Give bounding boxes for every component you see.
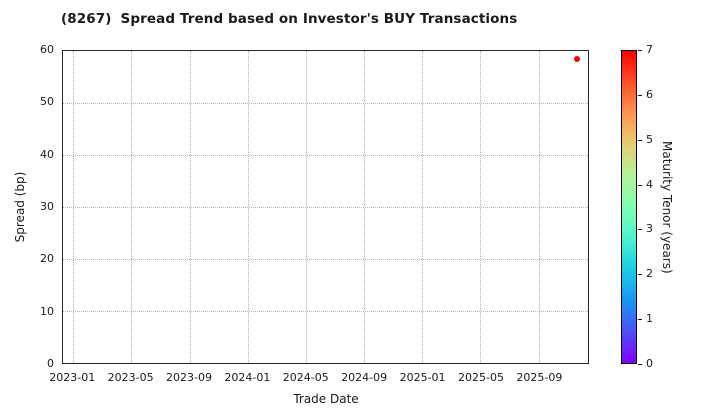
chart-title: (8267) Spread Trend based on Investor's B… xyxy=(61,11,517,27)
grid-line-vertical xyxy=(131,51,133,363)
colorbar-tick-label: 0 xyxy=(646,357,653,370)
grid-line-horizontal xyxy=(63,155,588,156)
chart-title-ticker: (8267) xyxy=(61,11,112,27)
y-tick-label: 60 xyxy=(40,43,54,56)
colorbar-tick xyxy=(638,184,642,186)
grid-line-vertical xyxy=(73,51,75,363)
y-tick-label: 30 xyxy=(40,200,54,213)
x-tick-label: 2023-01 xyxy=(49,371,96,384)
x-tick-label: 2023-09 xyxy=(166,371,212,384)
colorbar-tick xyxy=(638,229,642,231)
x-axis-label: Trade Date xyxy=(293,392,359,406)
colorbar-tick xyxy=(638,364,642,365)
colorbar-tick-label: 1 xyxy=(646,312,653,326)
grid-line-vertical xyxy=(480,51,482,363)
y-tick-label: 40 xyxy=(40,147,54,161)
chart-title-text: Spread Trend based on Investor's BUY Tra… xyxy=(120,11,518,27)
y-tick-label: 0 xyxy=(47,357,54,370)
x-tick-label: 2025-01 xyxy=(399,371,446,384)
x-tick-label: 2025-05 xyxy=(457,371,504,384)
grid-line-horizontal xyxy=(63,207,588,208)
colorbar-tick xyxy=(638,94,642,96)
grid-line-vertical xyxy=(538,51,540,363)
colorbar-tick xyxy=(638,139,642,141)
grid-line-horizontal xyxy=(63,311,588,312)
x-tick-label: 2023-05 xyxy=(107,371,154,384)
colorbar-label: Maturity Tenor (years) xyxy=(660,140,674,274)
colorbar-tick-label: 3 xyxy=(646,222,653,236)
y-tick-label: 10 xyxy=(40,304,54,318)
colorbar-tick xyxy=(638,319,642,321)
grid-line-horizontal xyxy=(63,103,588,104)
colorbar-tick-label: 7 xyxy=(646,43,653,56)
y-tick-label: 20 xyxy=(40,252,54,266)
grid-line-vertical xyxy=(247,51,249,363)
colorbar-tick xyxy=(638,274,642,276)
x-tick-label: 2024-01 xyxy=(224,371,271,384)
x-tick-label: 2025-09 xyxy=(516,371,563,384)
x-tick-label: 2024-05 xyxy=(282,371,329,384)
colorbar xyxy=(621,50,637,364)
colorbar-tick-label: 2 xyxy=(646,267,653,281)
grid-line-vertical xyxy=(422,51,424,363)
grid-line-horizontal xyxy=(63,259,588,260)
colorbar-tick-label: 6 xyxy=(646,87,653,101)
y-tick-label: 50 xyxy=(40,95,54,109)
data-point xyxy=(573,55,580,62)
colorbar-tick-label: 5 xyxy=(646,132,653,146)
grid-line-vertical xyxy=(305,51,307,363)
colorbar-gradient xyxy=(622,51,636,363)
colorbar-tick xyxy=(638,50,642,51)
colorbar-tick-label: 4 xyxy=(646,177,653,191)
x-tick-label: 2024-09 xyxy=(341,371,388,384)
grid-line-vertical xyxy=(189,51,191,363)
plot-area xyxy=(62,50,589,364)
grid-line-vertical xyxy=(364,51,366,363)
